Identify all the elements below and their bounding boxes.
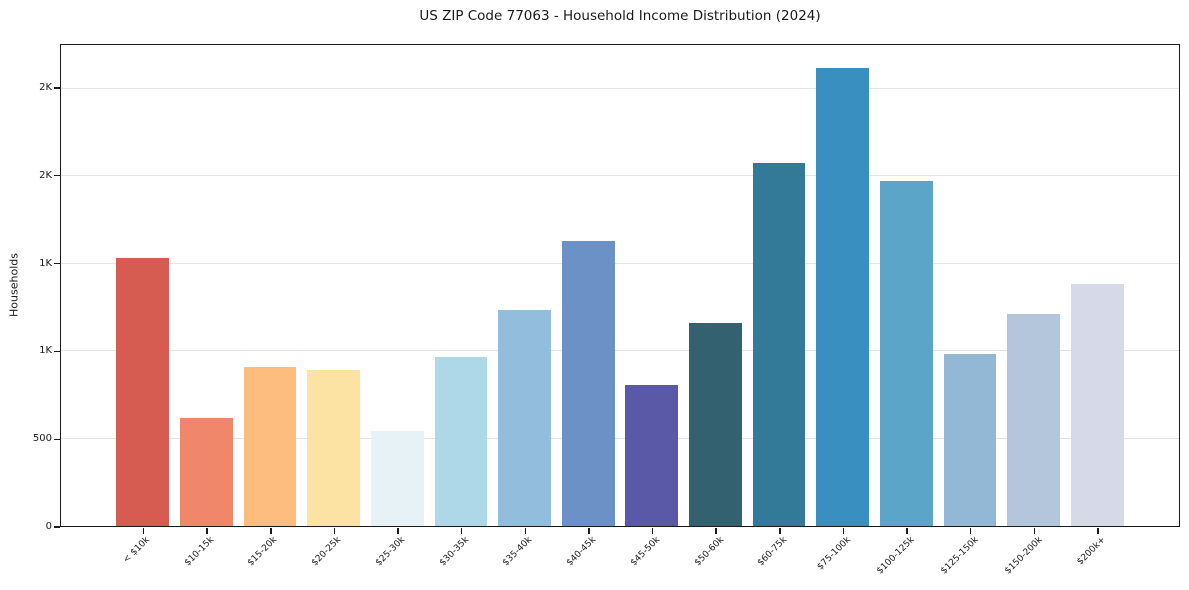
x-tick — [1033, 528, 1036, 534]
bar-slot — [747, 45, 811, 534]
y-tick — [54, 526, 60, 528]
bar — [625, 385, 679, 526]
x-tick — [142, 528, 145, 534]
gridline — [61, 87, 1179, 89]
y-tick — [54, 262, 60, 265]
bar — [561, 240, 615, 526]
grid-layer — [61, 45, 1179, 526]
y-tick-label: 2K — [39, 81, 52, 93]
bar — [116, 257, 170, 526]
gridline — [61, 437, 1179, 439]
x-tick — [779, 528, 781, 534]
x-tick-label: $150-200k — [1003, 535, 1045, 577]
bar — [943, 353, 997, 526]
bar-slot — [875, 45, 939, 534]
x-tick-label: $125-150k — [939, 535, 981, 577]
y-tick-label: 0 — [45, 521, 52, 532]
x-tick-label: $60-75k — [756, 535, 790, 569]
bar — [498, 310, 551, 526]
x-tick-label: < $10k — [121, 535, 152, 566]
bar-slot — [493, 45, 557, 534]
bar-slot — [1065, 45, 1129, 534]
x-tick — [270, 528, 272, 534]
y-axis-ticks: 0 500 1K 1K 2K 2K — [0, 44, 60, 532]
y-tick — [54, 438, 60, 440]
bar — [816, 67, 870, 526]
bar-slot — [811, 45, 875, 534]
bar-slot — [302, 45, 366, 534]
y-tick — [54, 350, 60, 353]
y-tick-label: 500 — [32, 433, 52, 445]
x-tick — [1097, 528, 1099, 534]
bar-slot — [175, 45, 239, 534]
bar-slot — [429, 45, 493, 534]
x-tick-label: $100-125k — [875, 535, 917, 577]
x-tick-label: $25-30k — [373, 535, 407, 569]
bar — [1007, 313, 1060, 526]
x-tick-label: $20-25k — [309, 535, 344, 569]
bar — [879, 181, 933, 526]
x-tick-label: $75-100k — [815, 535, 854, 573]
x-tick-label: $45-50k — [628, 535, 662, 569]
y-tick — [54, 175, 60, 177]
bar-slot — [938, 45, 1002, 534]
gridline — [61, 175, 1179, 177]
x-tick — [969, 528, 972, 534]
bar-slot — [238, 45, 302, 534]
bar — [307, 370, 361, 526]
bar-slot — [556, 45, 620, 534]
bar — [243, 366, 297, 526]
x-tick-label: $200k+ — [1075, 535, 1109, 568]
x-tick — [906, 528, 908, 534]
x-tick — [842, 528, 845, 534]
gridline — [61, 262, 1179, 264]
x-tick-label: $10-15k — [182, 535, 216, 569]
bar — [752, 163, 806, 526]
x-tick — [715, 528, 717, 534]
y-tick — [54, 87, 60, 89]
x-tick-label: $30-35k — [437, 535, 471, 569]
chart-title: US ZIP Code 77063 - Household Income Dis… — [419, 8, 821, 24]
x-tick-label: $35-40k — [501, 535, 535, 569]
bar-slot — [684, 45, 748, 534]
bar — [434, 357, 488, 526]
bar-slot — [111, 45, 175, 534]
bar-slot — [366, 45, 430, 534]
bar — [689, 323, 742, 526]
gridline — [61, 350, 1179, 352]
x-tick-label: $50-60k — [692, 535, 726, 569]
bar — [1070, 283, 1124, 526]
x-tick-label: $15-20k — [246, 535, 280, 569]
bar — [180, 418, 233, 526]
x-tick — [460, 528, 463, 534]
x-tick — [524, 528, 527, 534]
bar-slot — [1002, 45, 1066, 534]
bar — [370, 430, 424, 526]
x-tick — [333, 528, 336, 534]
y-tick-label: 1K — [39, 345, 52, 357]
bar-slot — [620, 45, 684, 534]
x-tick — [206, 528, 208, 534]
y-tick-label: 2K — [39, 169, 52, 181]
x-tick-label: $40-45k — [564, 535, 599, 569]
x-tick — [588, 528, 590, 534]
x-axis-labels: < $10k $10-15k $15-20k $20-25k $25-30k $30-35… — [60, 532, 1180, 590]
x-tick — [651, 528, 654, 534]
plot-area — [60, 44, 1180, 534]
y-tick-label: 1K — [39, 257, 52, 269]
x-tick — [397, 528, 399, 534]
bars-layer — [61, 45, 1179, 534]
